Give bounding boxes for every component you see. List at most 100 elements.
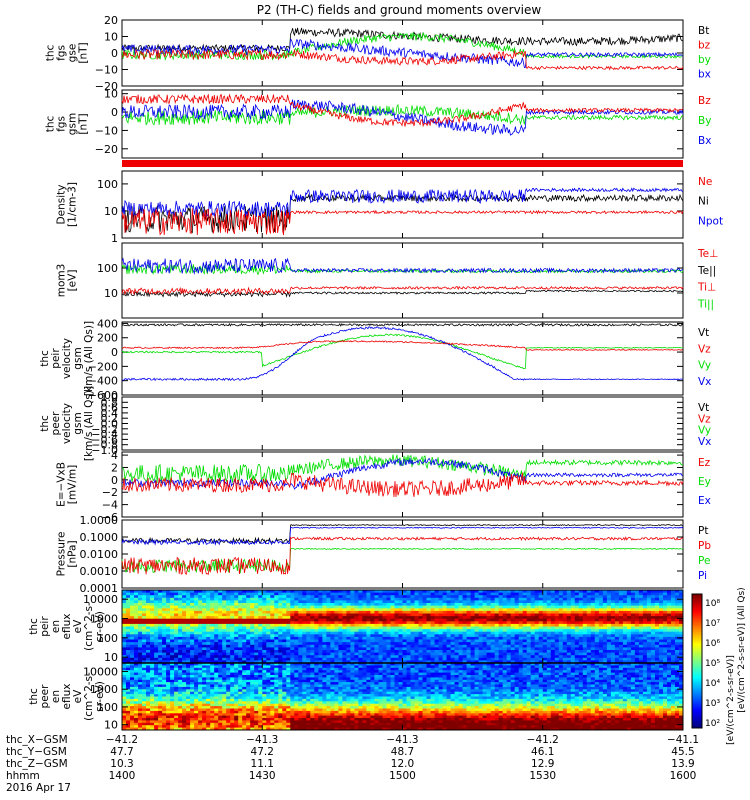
colorbar-step xyxy=(692,634,702,637)
colorbar-step xyxy=(692,652,702,655)
legend-entry: Vx xyxy=(698,376,711,388)
legend-entry: Pb xyxy=(698,540,711,552)
series-green xyxy=(121,547,684,574)
colorbar-label-lower: [eV/(cm^2-s-sr-eV)] xyxy=(726,655,736,745)
series-green xyxy=(121,333,684,370)
x-tick-value: 48.7 xyxy=(391,746,414,758)
series-red xyxy=(121,285,684,296)
y-axis-label: eV xyxy=(72,689,84,703)
series-blue xyxy=(121,99,684,136)
colorbar-step xyxy=(692,640,702,644)
y-axis-label: fgs xyxy=(56,45,68,61)
colorbar-step xyxy=(692,676,702,680)
y-tick-label: 10 xyxy=(104,287,118,300)
y-axis-label: gse xyxy=(67,44,79,63)
panel-mode-bar xyxy=(122,160,683,167)
colorbar-step xyxy=(692,611,702,615)
x-row-label: thc_Y−GSM xyxy=(6,746,67,758)
colorbar-step xyxy=(692,614,702,617)
colorbar-step xyxy=(692,694,702,698)
y-tick-label: 0 xyxy=(111,47,118,60)
series-green xyxy=(121,103,684,126)
x-tick-value: 12.9 xyxy=(531,758,554,770)
figure-title: P2 (TH-C) fields and ground moments over… xyxy=(257,3,542,17)
colorbar-step xyxy=(692,725,702,729)
colorbar-step xyxy=(692,672,702,675)
colorbar-step xyxy=(692,690,702,693)
y-axis-label: gsm xyxy=(72,347,84,369)
series-black xyxy=(121,322,684,327)
colorbar-step xyxy=(692,716,702,720)
colorbar-step xyxy=(692,663,702,666)
colorbar-step xyxy=(692,665,702,669)
colorbar-step xyxy=(692,623,702,626)
panel-frame xyxy=(121,321,684,396)
y-axis-label: thc xyxy=(45,116,57,133)
colorbar-step xyxy=(692,721,702,724)
y-tick-label: −0.2 xyxy=(91,423,118,436)
y-tick-label: 1000 xyxy=(90,683,118,696)
y-tick-label: 0.2 xyxy=(101,412,119,425)
colorbar-step xyxy=(692,607,702,611)
legend-entry: Te|| xyxy=(697,265,716,277)
legend-entry: bz xyxy=(698,40,711,52)
y-axis-label: [eV] xyxy=(67,270,79,292)
x-row-label: thc_X−GSM xyxy=(6,734,68,746)
colorbar-step xyxy=(692,661,702,664)
legend-entry: Vy xyxy=(698,360,711,372)
colorbar-frame xyxy=(691,593,703,729)
colorbar: 10⁸ 10⁷ 10⁶ 10⁵ 10⁴ 10³ 10² [eV/(cm^2-s-sr-eV)]… xyxy=(691,587,747,745)
y-axis-label: (cm^2-s- xyxy=(83,602,95,651)
y-tick-label: −0.8 xyxy=(91,439,118,452)
y-axis-label: Pressure xyxy=(56,532,68,577)
legend-entry: Ne xyxy=(698,176,712,188)
legend-entry: Ni xyxy=(698,196,709,208)
legend-entry: Ex xyxy=(698,495,711,507)
legend-entry: Bt xyxy=(698,25,709,37)
y-axis-label: mom3 xyxy=(56,264,68,298)
y-tick-label: 1.0 xyxy=(101,391,119,404)
series-blue xyxy=(121,457,684,490)
y-axis-label: eflux xyxy=(61,684,73,710)
colorbar-step xyxy=(692,714,702,718)
y-tick-label: 0.8 xyxy=(101,396,119,409)
colorbar-step xyxy=(692,692,702,695)
y-tick-label: 0.0 xyxy=(101,418,119,431)
panel-frame xyxy=(121,396,684,451)
colorbar-step xyxy=(692,654,702,657)
colorbar-tick-label: 10² xyxy=(705,719,720,729)
y-tick-label: 20 xyxy=(104,14,118,27)
y-tick-label: 0.0100 xyxy=(80,548,119,561)
y-tick-label: 0.0010 xyxy=(80,565,119,578)
y-tick-label: −0.4 xyxy=(91,428,118,441)
y-axis-label: thc xyxy=(39,415,51,432)
series-green xyxy=(121,454,684,483)
y-tick-label: 100 xyxy=(97,178,118,191)
series-blue xyxy=(121,187,683,218)
y-tick-label: −200 xyxy=(88,360,118,373)
y-axis-label: sr-eV) xyxy=(94,611,106,642)
x-tick-value: −41.2 xyxy=(527,734,559,746)
y-tick-label: −600 xyxy=(88,389,118,402)
legend-entry: Npot xyxy=(698,215,723,227)
series-black xyxy=(121,524,684,545)
colorbar-step xyxy=(692,643,702,646)
colorbar-step xyxy=(692,681,702,684)
y-axis-label: [mV/m] xyxy=(67,465,79,504)
legend-entry: Bx xyxy=(698,135,711,147)
colorbar-step xyxy=(692,687,702,691)
y-axis-label: gsm xyxy=(72,412,84,434)
colorbar-step xyxy=(692,699,702,702)
y-tick-label: −6 xyxy=(102,511,118,524)
y-axis-label: thc xyxy=(39,350,51,367)
colorbar-step xyxy=(692,620,702,624)
y-tick-label: 10 xyxy=(104,31,118,44)
y-tick-label: 10 xyxy=(104,651,118,664)
colorbar-tick-label: 10⁷ xyxy=(705,619,720,629)
colorbar-step xyxy=(692,710,702,713)
y-axis-label: thc xyxy=(45,45,57,62)
legend-entry: Vz xyxy=(698,413,711,425)
y-tick-label: 10 xyxy=(104,719,118,732)
colorbar-step xyxy=(692,719,702,722)
y-tick-label: −10 xyxy=(95,64,118,77)
